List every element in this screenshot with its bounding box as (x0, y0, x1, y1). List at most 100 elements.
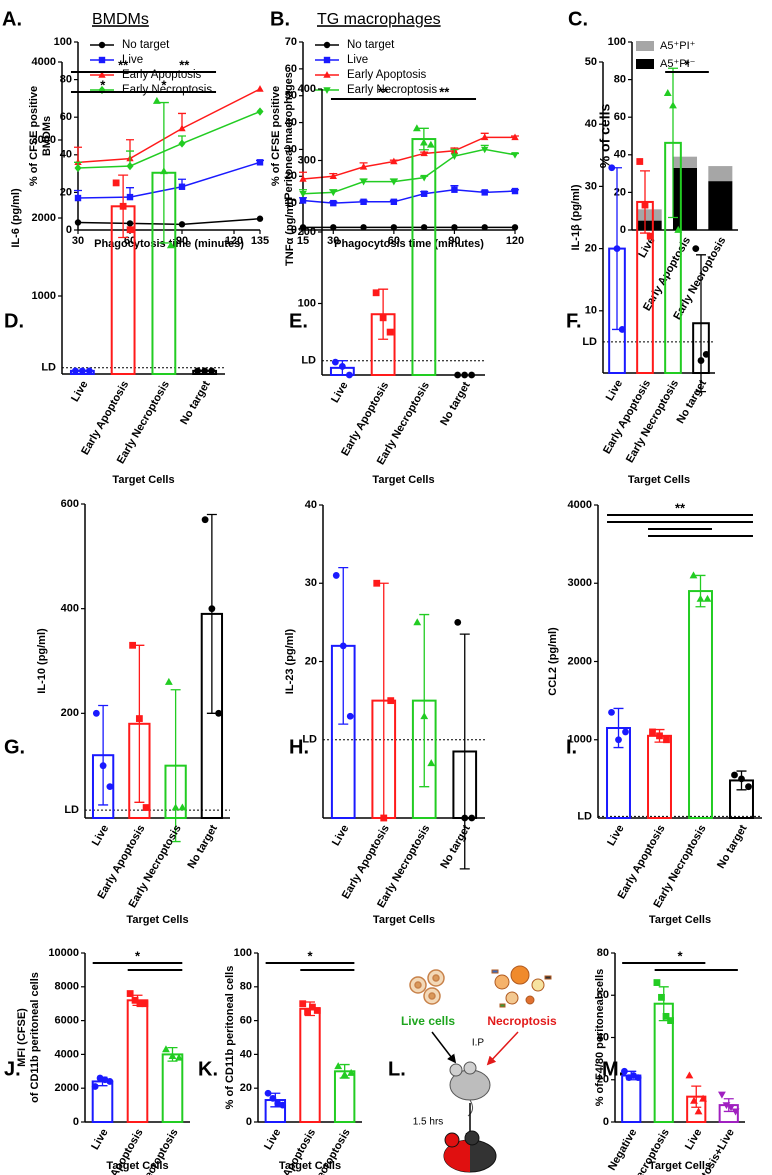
data-point (663, 736, 670, 744)
data-point (215, 709, 223, 717)
x-tick-label: 60 (388, 235, 400, 247)
series-line (302, 188, 516, 204)
data-point (669, 101, 677, 109)
data-point (718, 1091, 726, 1099)
marker (329, 172, 337, 180)
data-point (208, 605, 216, 613)
marker (329, 189, 337, 197)
data-point (622, 728, 629, 736)
error-bar (98, 704, 109, 806)
error-bar (668, 67, 678, 219)
marker (178, 221, 186, 228)
data-point (131, 996, 139, 1004)
y-tick-label: 60 (614, 111, 626, 123)
x-tick-label: Live (89, 1127, 110, 1152)
bar (647, 734, 672, 820)
data-point (92, 709, 100, 717)
data-point (129, 641, 137, 649)
y-tick-label: 80 (240, 981, 252, 993)
data-point (175, 1053, 183, 1061)
data-point (345, 371, 353, 379)
series-line (77, 110, 261, 169)
data-point (152, 96, 161, 104)
bar-segment (708, 166, 733, 182)
mouse-result-icon (443, 1130, 497, 1173)
data-point (694, 1107, 703, 1115)
data-point (649, 728, 656, 736)
y-tick-label: 50 (285, 90, 297, 102)
y-tick-label: 80 (60, 74, 72, 86)
y-axis-label: % of F4/80 peritoneal cells (594, 969, 606, 1107)
y-tick-label: 80 (597, 947, 609, 959)
data-point (685, 1071, 694, 1079)
data-point (387, 697, 395, 705)
marker (390, 157, 398, 165)
data-point (674, 225, 683, 233)
data-point (338, 363, 346, 370)
marker (360, 198, 367, 205)
y-tick-label: 6000 (55, 1015, 79, 1027)
data-point (112, 179, 120, 187)
data-point (201, 516, 209, 524)
data-point (636, 158, 644, 165)
y-tick-label: 60 (285, 63, 297, 75)
marker (126, 193, 134, 201)
bar (333, 1070, 356, 1124)
y-tick-label: 20 (585, 243, 597, 255)
y-tick-label: 40 (597, 1031, 609, 1043)
x-tick-label: No target (438, 823, 473, 871)
x-tick-label: Negative (606, 1127, 639, 1173)
y-tick-label: 20 (60, 186, 72, 198)
data-point (331, 358, 339, 366)
data-point (142, 804, 150, 811)
marker (420, 224, 428, 231)
marker (256, 159, 264, 166)
mouse-icon (449, 1061, 491, 1117)
marker (98, 56, 106, 64)
x-axis-label: Target Cells (106, 1160, 168, 1172)
marker (481, 133, 489, 141)
x-axis-label: Target Cells (649, 914, 711, 926)
x-axis-label: Target Cells (628, 474, 690, 486)
data-point (201, 367, 209, 375)
series-line (77, 217, 261, 226)
marker (256, 85, 264, 92)
legend-label: Live (347, 54, 368, 66)
y-tick-label: 40 (285, 116, 297, 128)
x-tick-label: 135 (251, 235, 269, 247)
marker (178, 124, 186, 132)
bar-segment (708, 181, 733, 230)
error-bar (134, 644, 145, 803)
x-tick-label: No target (185, 823, 220, 871)
data-point (420, 712, 429, 720)
y-tick-label: 200 (61, 707, 79, 719)
significance-label: ** (179, 57, 190, 72)
marker (450, 153, 459, 160)
series-line (77, 161, 261, 199)
panel-letter: B. (270, 8, 290, 30)
marker (511, 133, 519, 141)
data-point (380, 814, 388, 822)
marker (390, 198, 398, 205)
data-point (372, 289, 380, 297)
data-point (339, 642, 347, 650)
y-tick-label: 20 (305, 655, 317, 667)
error-bar (378, 288, 389, 340)
x-axis-label: Target Cells (649, 1160, 711, 1172)
y-axis-label: MFI (CFSE) (16, 1008, 28, 1067)
data-point (662, 1012, 670, 1020)
x-axis-label: Target Cells (126, 914, 188, 926)
y-tick-label: 100 (234, 947, 252, 959)
y-axis-label: CCL2 (pg/ml) (547, 627, 559, 696)
marker (420, 174, 428, 182)
arrow (431, 1031, 457, 1064)
y-tick-label: 1000 (32, 290, 56, 302)
series-line (77, 88, 261, 164)
data-point (373, 579, 381, 587)
y-tick-label: 100 (54, 36, 72, 48)
marker (451, 186, 458, 193)
data-point (71, 367, 79, 375)
bar-segment (672, 156, 698, 168)
marker (74, 219, 82, 226)
